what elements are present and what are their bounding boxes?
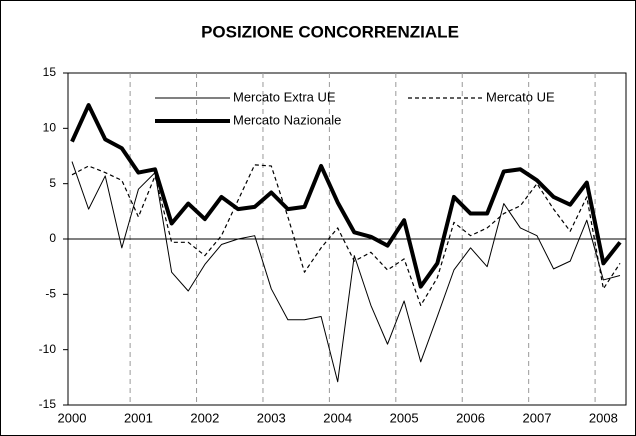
x-tick-label: 2007	[523, 410, 552, 425]
x-tick-label: 2002	[190, 410, 219, 425]
series-line	[71, 161, 621, 383]
y-tick-label: -5	[45, 287, 56, 301]
y-tick-label: 5	[49, 176, 56, 190]
y-tick-label: 15	[43, 65, 57, 79]
x-tick-label: 2001	[124, 410, 153, 425]
x-tick-label: 2005	[390, 410, 419, 425]
series-line	[70, 103, 622, 289]
x-tick-label: 2004	[323, 410, 352, 425]
x-tick-label: 2006	[456, 410, 485, 425]
chart-title: POSIZIONE CONCORRENZIALE	[201, 22, 459, 41]
legend-label: Mercato Nazionale	[233, 112, 341, 127]
y-tick-label: 0	[49, 231, 56, 245]
y-tick-label: -10	[39, 342, 57, 356]
x-tick-label: 2008	[589, 410, 618, 425]
y-tick-label: -15	[39, 397, 57, 411]
y-tick-label: 10	[43, 121, 57, 135]
legend-label: Mercato UE	[486, 89, 555, 104]
legend-label: Mercato Extra UE	[233, 89, 336, 104]
x-tick-label: 2000	[58, 410, 87, 425]
x-tick-label: 2003	[257, 410, 286, 425]
